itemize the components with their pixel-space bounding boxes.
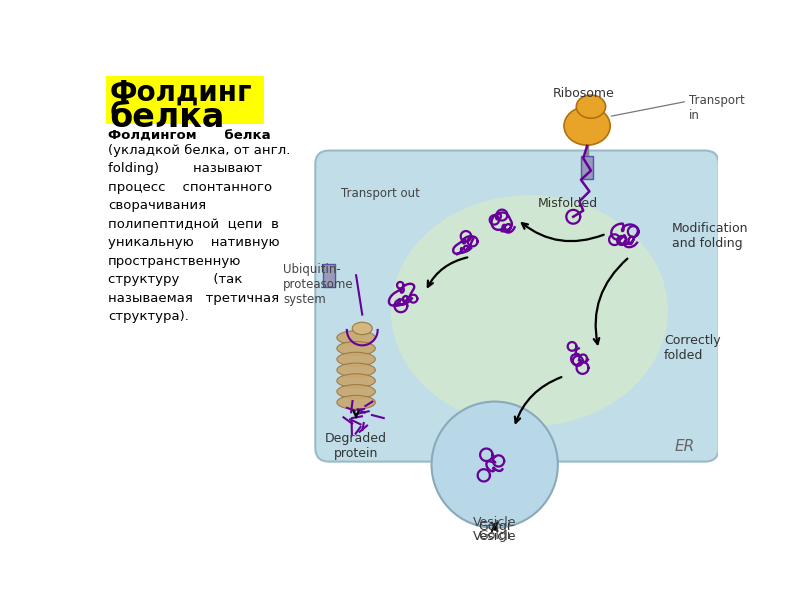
Text: Transport
in: Transport in: [689, 94, 745, 122]
Text: Ribosome: Ribosome: [552, 87, 614, 100]
Text: Degraded
protein: Degraded protein: [325, 433, 387, 460]
Text: ER: ER: [674, 439, 695, 454]
Text: Ubiquitin-
proteasome
system: Ubiquitin- proteasome system: [283, 263, 354, 306]
Text: Misfolded: Misfolded: [538, 197, 598, 210]
Ellipse shape: [337, 341, 375, 355]
Ellipse shape: [337, 363, 375, 377]
Circle shape: [431, 401, 558, 528]
Ellipse shape: [337, 374, 375, 388]
Text: Golgi: Golgi: [478, 529, 511, 542]
FancyBboxPatch shape: [581, 156, 594, 179]
Ellipse shape: [337, 352, 375, 366]
Text: Фолдинг: Фолдинг: [110, 78, 252, 106]
Ellipse shape: [337, 331, 375, 344]
Text: Transport out: Transport out: [341, 187, 419, 200]
Ellipse shape: [390, 195, 668, 426]
Ellipse shape: [564, 107, 610, 145]
Ellipse shape: [337, 395, 375, 409]
Text: Фолдингом      белка: Фолдингом белка: [108, 130, 270, 143]
FancyBboxPatch shape: [315, 151, 718, 461]
Text: (укладкой белка, от англ.
folding)        называют
процесс    спонтанного
сворач: (укладкой белка, от англ. folding) назыв…: [108, 143, 290, 323]
Text: белка: белка: [110, 101, 225, 134]
FancyBboxPatch shape: [323, 264, 335, 287]
Text: Modification
and folding: Modification and folding: [672, 222, 748, 250]
Text: Correctly
folded: Correctly folded: [664, 334, 721, 362]
Ellipse shape: [576, 95, 606, 118]
Ellipse shape: [352, 322, 372, 335]
FancyBboxPatch shape: [106, 76, 264, 124]
Ellipse shape: [337, 385, 375, 398]
Text: Vesicle: Vesicle: [473, 515, 517, 529]
Text: Golgi: Golgi: [478, 520, 511, 533]
Text: Vesicle: Vesicle: [473, 530, 517, 543]
